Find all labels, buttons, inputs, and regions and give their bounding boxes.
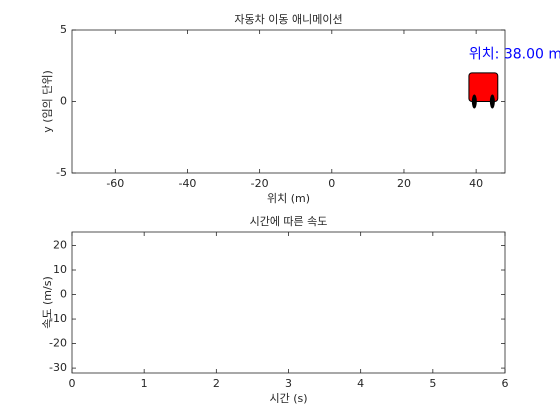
y-tick-label: 0 bbox=[60, 95, 67, 108]
y-tick-label: 0 bbox=[60, 288, 67, 301]
wheel bbox=[471, 94, 477, 109]
axes bbox=[71, 29, 506, 174]
x-tick-label: 20 bbox=[397, 177, 411, 190]
wheel bbox=[489, 94, 495, 109]
x-tick-label: 0 bbox=[69, 377, 76, 390]
axes bbox=[71, 231, 506, 374]
axes-title: 자동차 이동 애니메이션 bbox=[234, 13, 342, 26]
car-body bbox=[468, 72, 499, 103]
y-tick-label: -30 bbox=[49, 361, 67, 374]
x-tick-label: 1 bbox=[141, 377, 148, 390]
x-tick-label: 40 bbox=[469, 177, 483, 190]
axes-title: 시간에 따른 속도 bbox=[250, 215, 328, 228]
x-tick-label: -20 bbox=[251, 177, 269, 190]
position-label: 위치: 38.00 m bbox=[469, 46, 560, 62]
x-label: 시간 (s) bbox=[269, 392, 307, 405]
x-tick-label: 3 bbox=[285, 377, 292, 390]
x-tick-label: 0 bbox=[328, 177, 335, 190]
y-tick-label: -20 bbox=[49, 337, 67, 350]
x-tick-label: 2 bbox=[213, 377, 220, 390]
x-tick-label: 5 bbox=[429, 377, 436, 390]
x-tick-label: 6 bbox=[502, 377, 509, 390]
y-tick-label: 20 bbox=[53, 238, 67, 251]
y-tick-label: -10 bbox=[49, 312, 67, 325]
y-label: y (임의 단위) bbox=[41, 70, 54, 133]
x-label: 위치 (m) bbox=[267, 192, 310, 205]
x-tick-label: 4 bbox=[357, 377, 364, 390]
y-tick-label: -5 bbox=[56, 166, 67, 179]
x-tick-label: -60 bbox=[106, 177, 124, 190]
y-tick-label: 10 bbox=[53, 263, 67, 276]
y-tick-label: 5 bbox=[60, 23, 67, 36]
y-label: 속도 (m/s) bbox=[41, 276, 54, 328]
x-tick-label: -40 bbox=[178, 177, 196, 190]
